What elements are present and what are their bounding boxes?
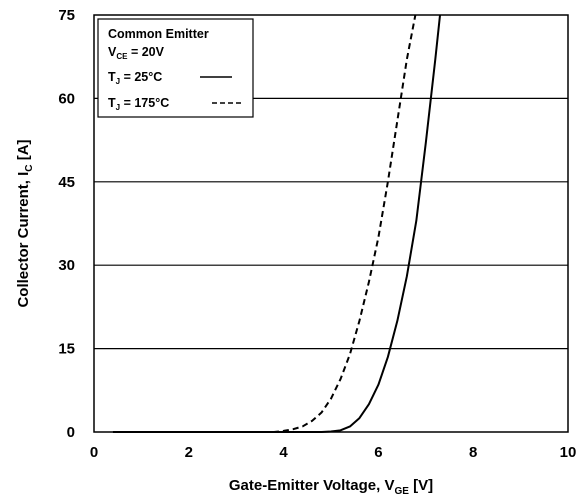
legend-box xyxy=(97,18,254,118)
legend-condition-rest: = 20V xyxy=(127,45,164,59)
legend-condition-sub: CE xyxy=(116,52,128,61)
series-line-tj-25c xyxy=(112,14,442,433)
x-tick-label-8: 8 xyxy=(469,444,477,461)
y-axis-title: Collector Current, IC [A] xyxy=(15,139,35,307)
y-tick-label-45: 45 xyxy=(58,174,75,191)
y-axis-title-sub: C xyxy=(24,164,35,171)
legend-entry-25c-main: T xyxy=(108,70,116,84)
x-tick-label-4: 4 xyxy=(279,444,288,461)
x-tick-label-2: 2 xyxy=(185,444,193,461)
y-tick-label-0: 0 xyxy=(67,424,75,441)
legend-entry-25c: TJ = 25°C xyxy=(108,70,162,86)
x-axis-title-sub: GE xyxy=(394,486,409,497)
y-tick-label-30: 30 xyxy=(58,257,75,274)
legend-title: Common Emitter xyxy=(108,27,209,41)
y-axis-title-unit: [A] xyxy=(15,139,32,164)
legend-entry-25c-rest: = 25°C xyxy=(120,70,162,84)
x-axis-title-unit: [V] xyxy=(409,477,433,494)
x-tick-label-6: 6 xyxy=(374,444,382,461)
legend-condition: VCE = 20V xyxy=(108,45,165,61)
y-axis-title-main: Collector Current, I xyxy=(15,172,32,308)
legend-entry-175c-rest: = 175°C xyxy=(120,96,169,110)
legend-condition-main: V xyxy=(108,45,117,59)
y-tick-label-60: 60 xyxy=(58,90,75,107)
y-tick-label-75: 75 xyxy=(58,7,75,24)
legend-entry-175c-main: T xyxy=(108,96,116,110)
legend-entry-25c-sub: J xyxy=(116,77,120,86)
series-line-tj-175c xyxy=(112,14,417,433)
x-tick-label-10: 10 xyxy=(560,444,577,461)
legend: Common Emitter VCE = 20V TJ = 25°C TJ = … xyxy=(97,18,254,118)
x-tick-label-0: 0 xyxy=(90,444,98,461)
x-axis-title: Gate-Emitter Voltage, VGE [V] xyxy=(229,477,433,497)
legend-entry-175c: TJ = 175°C xyxy=(108,96,169,112)
legend-entry-175c-sub: J xyxy=(116,103,120,112)
series-lines xyxy=(112,14,442,433)
y-tick-label-15: 15 xyxy=(58,341,75,358)
x-axis-title-main: Gate-Emitter Voltage, V xyxy=(229,477,395,494)
axis-ticks: 0 2 4 6 8 10 0 15 30 45 60 75 xyxy=(58,7,576,461)
plot-frame xyxy=(93,14,569,433)
